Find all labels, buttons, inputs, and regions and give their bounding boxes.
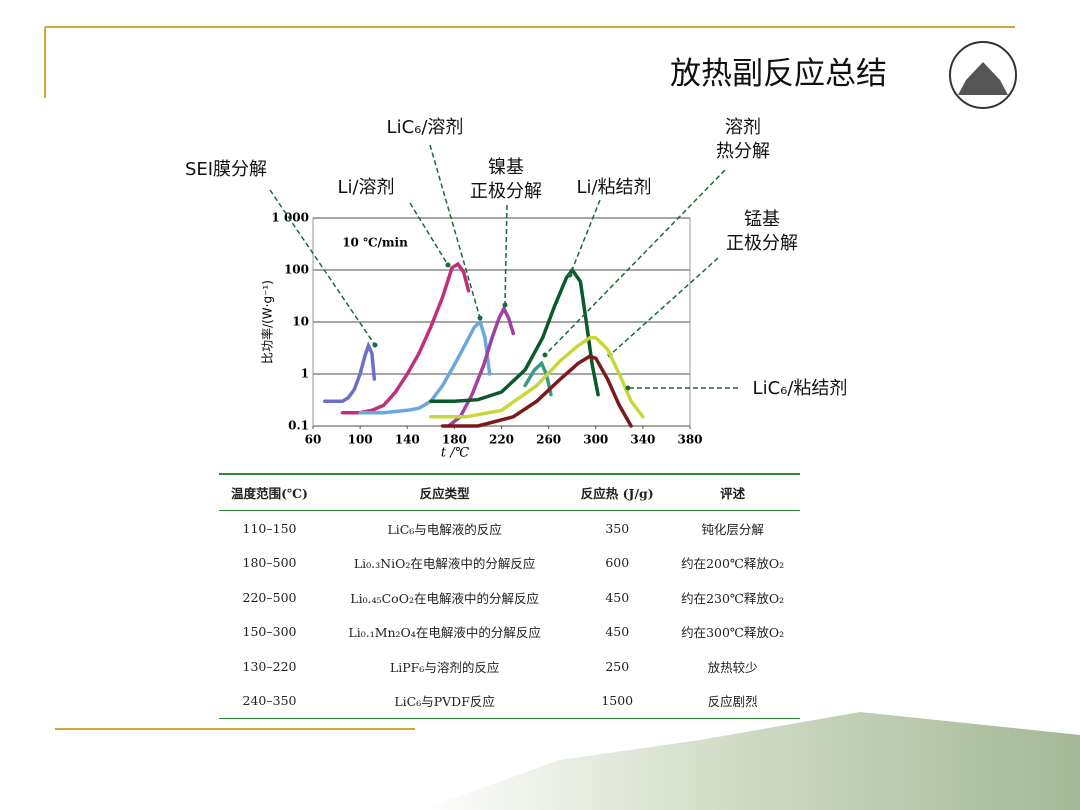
logo <box>949 41 1017 109</box>
x-tick-label: 380 <box>677 433 702 447</box>
table-row: 110–150 LiC₆与电解液的反应 350 钝化层分解 <box>219 511 800 546</box>
x-tick-label: 300 <box>583 433 608 447</box>
x-tick-label: 220 <box>489 433 514 447</box>
table-cell: Li₀.₁Mn₂O₄在电解液中的分解反应 <box>348 625 541 641</box>
table-row: 240–350 LiC₆与PVDF反应 1500 反应剧烈 <box>219 683 800 719</box>
data-line <box>446 304 516 428</box>
table-header-cell: 评述 <box>665 473 800 511</box>
table-header-cell: 温度范围(℃) <box>219 473 321 511</box>
y-tick-label: 10 <box>292 315 309 329</box>
series-annotation: Li/溶剂 <box>337 177 395 198</box>
arrow-head <box>445 262 451 268</box>
table-cell: 130–220 <box>242 658 297 674</box>
table-row: 220–500 Li₀.₄₅CoO₂在电解液中的分解反应 450 约在230℃释放O₂ <box>219 580 800 615</box>
table-cell: Li₀.₃NiO₂在电解液中的分解反应 <box>353 556 536 572</box>
data-line <box>429 335 645 419</box>
table-cell: 450 <box>605 624 630 640</box>
slide-title: 放热副反应总结 <box>670 56 887 92</box>
arrow-head <box>625 385 631 391</box>
annotation-arrow <box>409 202 449 266</box>
table-cell: 240–350 <box>219 683 321 719</box>
table-cell: LiPF₆与溶剂的反应 <box>389 659 500 675</box>
x-tick-label: 180 <box>442 433 467 447</box>
summary-table: 温度范围(℃) 反应类型 反应热 (J/g) 评述 110–150 LiC₆与电解液的反应… <box>219 473 800 719</box>
table-cell: 220–500 <box>242 589 297 605</box>
annotation-arrow <box>569 199 601 276</box>
data-line <box>358 318 492 415</box>
series-annotation: 溶剂 热分解 <box>716 117 770 162</box>
table-row: 150–300 Li₀.₁Mn₂O₄在电解液中的分解反应 450 约在300℃释放O₂ <box>219 615 800 650</box>
series-annotation: Li/粘结剂 <box>576 177 652 198</box>
y-axis-label: 比功率/(W·g⁻¹) <box>260 280 275 364</box>
annotation-arrow <box>504 204 508 306</box>
table-row: 180–500 Li₀.₃NiO₂在电解液中的分解反应 600 约在200℃释放O₂ <box>219 546 800 581</box>
data-line <box>429 267 600 403</box>
table-cell: LiC₆与PVDF反应 <box>320 683 570 719</box>
campus-image <box>420 712 1080 810</box>
data-line <box>440 354 633 428</box>
data-line <box>523 360 553 397</box>
annotation-arrow <box>544 169 726 356</box>
chart-annotation: 10 ℃/min <box>342 236 408 250</box>
annotation-arrow <box>429 144 481 319</box>
table-cell: 1500 <box>569 683 666 719</box>
y-tick-label: 1 000 <box>271 211 309 225</box>
x-tick-label: 140 <box>395 433 420 447</box>
x-tick-label: 340 <box>630 433 655 447</box>
table-cell: 钝化层分解 <box>701 521 764 537</box>
y-tick-label: 0.1 <box>288 419 309 433</box>
arrow-head <box>542 352 548 358</box>
series-annotation: LiC₆/溶剂 <box>386 117 464 138</box>
table-cell: 约在300℃释放O₂ <box>681 625 785 641</box>
table-cell: Li₀.₄₅CoO₂在电解液中的分解反应 <box>350 590 539 606</box>
table-cell: 放热较少 <box>707 659 758 675</box>
table-cell: 110–150 <box>242 520 297 536</box>
arrow-head <box>567 272 573 278</box>
arrow-head <box>502 302 508 308</box>
annotation-arrow <box>269 189 376 346</box>
table-cell: 450 <box>605 589 630 605</box>
data-line <box>340 261 471 415</box>
arrow-head <box>477 315 483 321</box>
table-cell: 350 <box>605 520 630 536</box>
series-annotation: 锰基 正极分解 <box>726 209 798 254</box>
data-line <box>323 340 377 403</box>
series-annotation: 镍基 正极分解 <box>470 157 542 202</box>
table-row: 130–220 LiPF₆与溶剂的反应 250 放热较少 <box>219 649 800 684</box>
x-tick-label: 100 <box>348 433 373 447</box>
x-tick-label: 260 <box>536 433 561 447</box>
table-cell: 约在230℃释放O₂ <box>681 590 785 606</box>
table-cell: LiC₆与电解液的反应 <box>387 521 502 537</box>
table-cell: 250 <box>605 658 630 674</box>
series-annotation: LiC₆/粘结剂 <box>752 378 848 399</box>
annotation-arrow <box>609 257 719 356</box>
table-cell: 150–300 <box>242 624 297 640</box>
table-cell: 反应剧烈 <box>665 683 800 719</box>
y-tick-label: 100 <box>284 263 309 277</box>
arrow-head <box>372 342 378 348</box>
table-cell: 约在200℃释放O₂ <box>681 556 785 572</box>
table-header-cell: 反应热 (J/g) <box>569 473 666 511</box>
table-header-cell: 反应类型 <box>320 473 570 511</box>
x-tick-label: 60 <box>305 433 322 447</box>
table-cell: 180–500 <box>242 555 297 571</box>
table-cell: 600 <box>605 555 630 571</box>
series-annotation: SEI膜分解 <box>184 159 268 180</box>
y-tick-label: 1 <box>301 367 309 381</box>
x-axis-label: t /℃ <box>441 446 470 461</box>
